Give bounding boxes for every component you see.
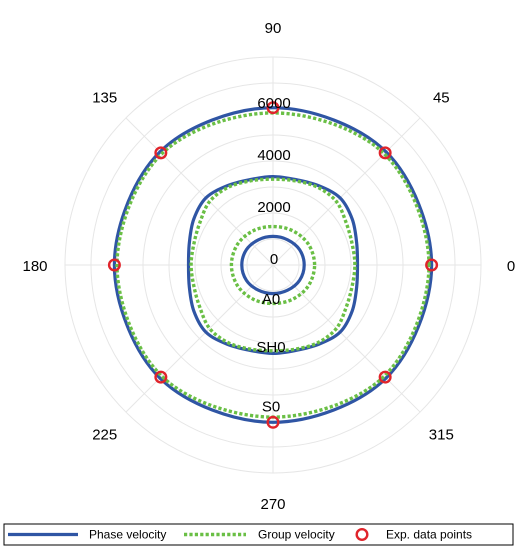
- angle-tick-label: 0: [507, 258, 515, 275]
- angle-tick-label: 90: [265, 20, 282, 37]
- legend-phase-velocity-label: Phase velocity: [89, 528, 166, 542]
- exp-data-point: [154, 146, 168, 160]
- grid-spoke: [272, 117, 421, 266]
- exp-data-point: [378, 146, 392, 160]
- radial-tick-label: 4000: [257, 147, 290, 164]
- exp-data-point: [425, 258, 439, 272]
- exp-data-point: [107, 258, 121, 272]
- legend-group-velocity-label: Group velocity: [258, 528, 335, 542]
- mode-label-a0: A0: [262, 291, 280, 308]
- a0-group-velocity-curve: [229, 224, 317, 306]
- exp-data-point: [378, 370, 392, 384]
- s0-group-velocity-curve: [115, 111, 431, 419]
- s0-phase-velocity-curve: [112, 106, 434, 424]
- polar-grid: [64, 56, 482, 474]
- sh0-phase-velocity-curve: [186, 174, 360, 356]
- angle-tick-label: 135: [92, 90, 117, 107]
- exp-data-markers: [107, 101, 439, 429]
- mode-label-sh0: SH0: [256, 339, 285, 356]
- grid-spoke: [272, 264, 421, 413]
- velocity-curves: [112, 106, 434, 424]
- radial-tick-label: 0: [270, 251, 278, 268]
- angle-tick-label: 225: [92, 426, 117, 443]
- angle-tick-label: 180: [22, 258, 47, 275]
- angle-tick-label: 315: [429, 426, 454, 443]
- legend-box: [3, 523, 514, 546]
- radial-tick-label: 2000: [257, 199, 290, 216]
- grid-spoke: [125, 117, 274, 266]
- legend-exp-data-points-label: Exp. data points: [386, 528, 472, 542]
- grid-spoke: [125, 264, 274, 413]
- a0-phase-velocity-curve: [240, 234, 306, 296]
- legend-exp-data-points-swatch: [355, 528, 369, 542]
- exp-data-point: [154, 370, 168, 384]
- mode-label-s0: S0: [262, 399, 280, 416]
- exp-data-point: [266, 415, 280, 429]
- angle-tick-label: 45: [433, 90, 450, 107]
- exp-data-point: [266, 101, 280, 115]
- legend: Phase velocity Group velocity Exp. data po…: [3, 523, 514, 546]
- angle-tick-label: 270: [260, 496, 285, 513]
- chart-labels: 0 2000 4000 6000 0 45 90 135 180 225 270 315 A0 SH0 S0: [22, 20, 515, 513]
- sh0-group-velocity-curve: [189, 177, 357, 353]
- radial-tick-label: 6000: [257, 95, 290, 112]
